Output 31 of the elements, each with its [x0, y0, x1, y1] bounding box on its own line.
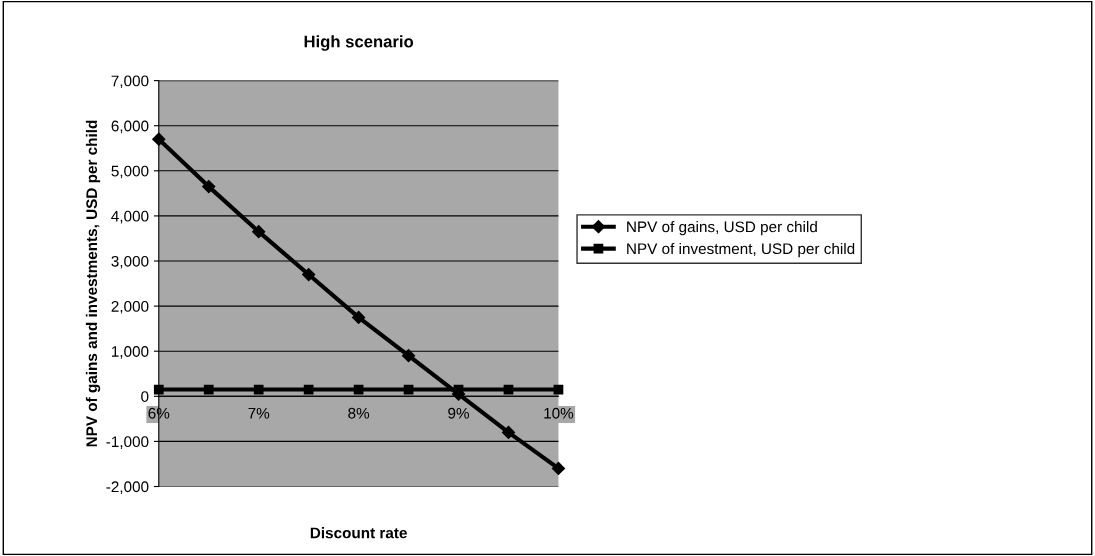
point: [152, 132, 166, 146]
point: [352, 310, 366, 324]
y-tick-label: 4,000: [111, 210, 149, 224]
point: [302, 267, 316, 282]
y-tick-label: 0: [141, 391, 149, 402]
point: [303, 384, 314, 395]
point: [551, 461, 566, 476]
point: [202, 180, 216, 194]
y-tick-label: 6,000: [111, 120, 149, 134]
chart-title: High scenario: [304, 35, 414, 51]
x-tick-label: 8%: [348, 407, 370, 419]
legend-label: NPV of investment, USD per child: [627, 242, 855, 258]
point: [252, 225, 266, 239]
x-tick-label: 9%: [448, 407, 470, 419]
y-tick-label: -1,000: [106, 436, 149, 449]
y-tick-label: 2,000: [111, 300, 149, 314]
point: [501, 425, 516, 439]
x-tick-label: 10%: [544, 407, 574, 419]
point: [153, 384, 164, 395]
point: [203, 384, 214, 395]
y-tick-label: 3,000: [111, 255, 149, 269]
point: [253, 384, 264, 395]
y-tick-label: 5,000: [111, 165, 149, 179]
y-tick-label: 1,000: [111, 346, 149, 359]
y-axis-title: NPV of gains and investments, USD per child: [85, 120, 101, 447]
y-tick-label: -2,000: [106, 481, 149, 494]
point: [401, 349, 416, 363]
x-axis-title: Discount rate: [310, 527, 407, 539]
x-tick-label: 7%: [248, 407, 270, 419]
y-tick-label: 7,000: [111, 75, 149, 89]
legend-label: NPV of gains, USD per child: [627, 221, 817, 236]
